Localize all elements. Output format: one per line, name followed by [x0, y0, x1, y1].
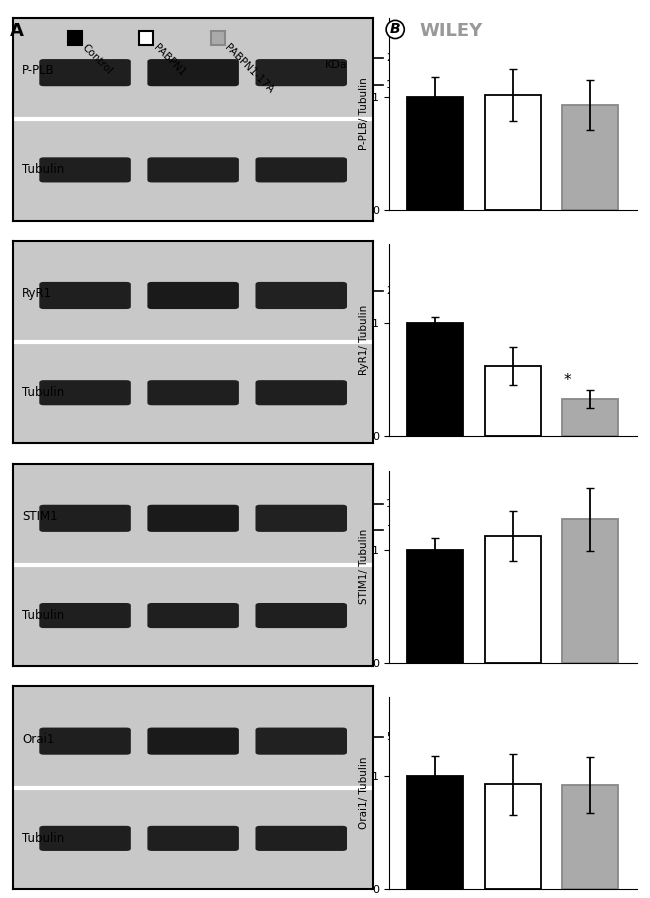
Text: STIM1: STIM1: [22, 510, 58, 523]
Text: Tubulin: Tubulin: [22, 609, 64, 622]
Text: PABPN1-17A: PABPN1-17A: [223, 42, 276, 95]
FancyBboxPatch shape: [255, 603, 347, 628]
Text: Control: Control: [80, 42, 114, 76]
FancyBboxPatch shape: [148, 157, 239, 182]
Text: Tubulin: Tubulin: [22, 832, 64, 845]
Bar: [485, 536, 541, 663]
Text: RyR1: RyR1: [22, 287, 52, 300]
Text: *: *: [564, 373, 571, 388]
Text: WILEY: WILEY: [419, 22, 482, 40]
Bar: [407, 776, 463, 889]
FancyBboxPatch shape: [148, 59, 239, 86]
Bar: [562, 785, 618, 889]
FancyBboxPatch shape: [148, 603, 239, 628]
Text: 100: 100: [386, 499, 406, 509]
Bar: [407, 550, 463, 663]
Text: KDa: KDa: [325, 60, 348, 70]
Bar: [407, 97, 463, 210]
Text: PABPN1: PABPN1: [151, 42, 187, 78]
Text: 75: 75: [386, 525, 399, 535]
Bar: [562, 105, 618, 210]
FancyBboxPatch shape: [255, 826, 347, 851]
Text: 20: 20: [386, 54, 399, 64]
Text: Tubulin: Tubulin: [22, 386, 64, 400]
Text: Tubulin: Tubulin: [22, 163, 64, 176]
Text: P-PLB: P-PLB: [22, 64, 55, 77]
Text: B: B: [390, 22, 400, 37]
FancyBboxPatch shape: [148, 826, 239, 851]
FancyBboxPatch shape: [39, 826, 131, 851]
Bar: [407, 323, 463, 436]
Text: 50: 50: [386, 732, 399, 742]
Bar: [562, 519, 618, 663]
FancyBboxPatch shape: [148, 505, 239, 532]
FancyBboxPatch shape: [148, 380, 239, 405]
Text: 250: 250: [386, 286, 406, 296]
FancyBboxPatch shape: [255, 380, 347, 405]
Y-axis label: Orai1/ Tubulin: Orai1/ Tubulin: [359, 757, 369, 830]
FancyBboxPatch shape: [255, 505, 347, 532]
Text: A: A: [10, 22, 23, 40]
Y-axis label: P-PLB/ Tubulin: P-PLB/ Tubulin: [359, 77, 369, 150]
FancyBboxPatch shape: [255, 727, 347, 754]
FancyBboxPatch shape: [255, 157, 347, 182]
Text: 15: 15: [386, 80, 399, 90]
FancyBboxPatch shape: [255, 59, 347, 86]
FancyBboxPatch shape: [148, 282, 239, 309]
FancyBboxPatch shape: [255, 282, 347, 309]
Y-axis label: RyR1/ Tubulin: RyR1/ Tubulin: [359, 305, 369, 375]
Bar: [485, 784, 541, 889]
FancyBboxPatch shape: [39, 603, 131, 628]
Bar: [562, 399, 618, 436]
FancyBboxPatch shape: [39, 380, 131, 405]
Bar: [485, 366, 541, 436]
FancyBboxPatch shape: [39, 282, 131, 309]
Bar: [485, 94, 541, 210]
FancyBboxPatch shape: [39, 727, 131, 754]
Y-axis label: STIM1/ Tubulin: STIM1/ Tubulin: [359, 529, 369, 604]
FancyBboxPatch shape: [148, 727, 239, 754]
FancyBboxPatch shape: [39, 59, 131, 86]
FancyBboxPatch shape: [39, 505, 131, 532]
FancyBboxPatch shape: [39, 157, 131, 182]
Text: Orai1: Orai1: [22, 733, 55, 745]
